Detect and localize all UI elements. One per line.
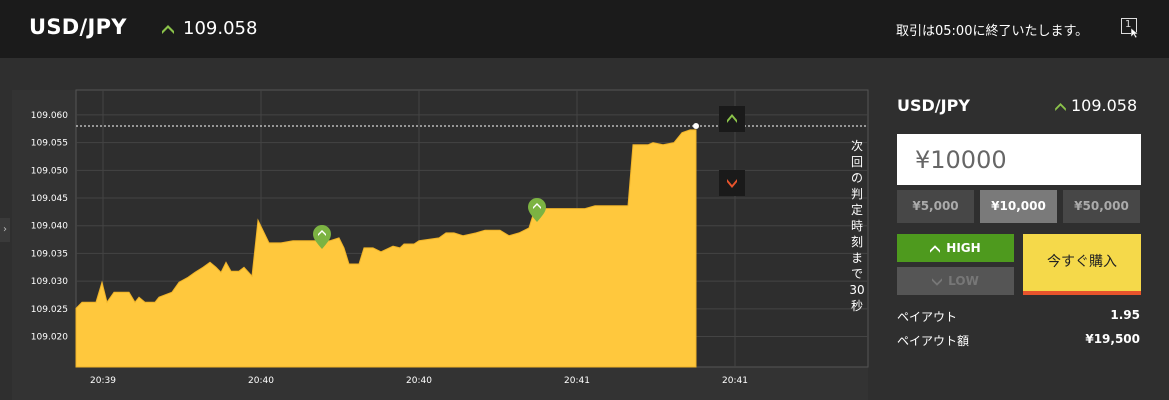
up-arrow-icon bbox=[727, 114, 737, 123]
price-chart: 109.060 109.055 109.050 109.045 109.040 109.0… bbox=[0, 58, 885, 400]
collapse-panel-button[interactable]: › bbox=[0, 218, 10, 242]
y-tick-label: 109.055 bbox=[31, 139, 68, 149]
y-tick-label: 109.025 bbox=[31, 305, 68, 315]
window-badge: 1 bbox=[1125, 19, 1132, 30]
entry-marker bbox=[528, 198, 546, 222]
trade-panel: USD/JPY 109.058 ¥10000 ¥5,000 ¥10,000 ¥5… bbox=[897, 58, 1141, 400]
cursor-icon bbox=[1131, 28, 1139, 38]
y-tick-label: 109.050 bbox=[31, 166, 68, 176]
payout-amount-row: ペイアウト額 ¥19,500 bbox=[897, 332, 1141, 349]
payout-amount-value: ¥19,500 bbox=[1085, 332, 1140, 346]
y-tick-label: 109.045 bbox=[31, 194, 68, 204]
preset-50000-button[interactable]: ¥50,000 bbox=[1063, 190, 1140, 223]
current-rate-dot bbox=[693, 123, 699, 130]
x-tick-label: 20:40 bbox=[248, 376, 274, 386]
y-tick-label: 109.030 bbox=[31, 277, 68, 287]
down-arrow-icon bbox=[932, 277, 943, 286]
y-tick-label: 109.020 bbox=[31, 333, 68, 343]
high-label: HIGH bbox=[946, 241, 981, 255]
trading-end-notice: 取引は05:00に終了いたします。 bbox=[896, 24, 1089, 39]
y-tick-label: 109.060 bbox=[31, 111, 68, 121]
payout-value: 1.95 bbox=[1110, 308, 1140, 322]
up-arrow-icon bbox=[162, 25, 174, 34]
chart-svg: 109.060 109.055 109.050 109.045 109.040 109.0… bbox=[12, 89, 869, 400]
price-area bbox=[75, 129, 697, 368]
x-tick-label: 20:39 bbox=[90, 376, 116, 386]
panel-asset-pair: USD/JPY bbox=[897, 96, 970, 115]
entry-marker bbox=[313, 225, 331, 249]
preset-5000-button[interactable]: ¥5,000 bbox=[897, 190, 974, 223]
y-tick-label: 109.035 bbox=[31, 249, 68, 259]
panel-price: 109.058 bbox=[1071, 96, 1138, 115]
high-button[interactable]: HIGH bbox=[897, 234, 1014, 262]
x-tick-label: 20:40 bbox=[406, 376, 432, 386]
window-icon[interactable]: 1 bbox=[1121, 18, 1139, 38]
countdown-label: 次回の判定時刻まで 30 秒 bbox=[849, 139, 864, 313]
high-marker-button[interactable] bbox=[719, 106, 745, 132]
amount-input[interactable]: ¥10000 bbox=[897, 134, 1141, 185]
top-bar: USD/JPY 109.058 取引は05:00に終了いたします。 1 bbox=[0, 0, 1169, 58]
y-tick-label: 109.040 bbox=[31, 222, 68, 232]
preset-10000-button[interactable]: ¥10,000 bbox=[980, 190, 1057, 223]
asset-pair-title: USD/JPY bbox=[29, 15, 127, 39]
payout-amount-label: ペイアウト額 bbox=[897, 334, 970, 348]
x-tick-label: 20:41 bbox=[722, 376, 748, 386]
y-axis-labels: 109.060 109.055 109.050 109.045 109.040 109.0… bbox=[31, 111, 68, 343]
down-arrow-icon bbox=[727, 179, 737, 188]
low-label: LOW bbox=[948, 274, 979, 288]
x-tick-label: 20:41 bbox=[564, 376, 590, 386]
x-axis-labels: 20:39 20:40 20:40 20:41 20:41 bbox=[90, 376, 748, 386]
payout-row: ペイアウト 1.95 bbox=[897, 308, 1141, 325]
up-arrow-icon bbox=[930, 244, 941, 253]
low-marker-button[interactable] bbox=[719, 170, 745, 196]
up-arrow-icon bbox=[1055, 103, 1066, 111]
low-button[interactable]: LOW bbox=[897, 267, 1014, 295]
buy-now-button[interactable]: 今すぐ購入 bbox=[1023, 234, 1141, 295]
payout-label: ペイアウト bbox=[897, 310, 958, 324]
current-price: 109.058 bbox=[183, 18, 258, 39]
